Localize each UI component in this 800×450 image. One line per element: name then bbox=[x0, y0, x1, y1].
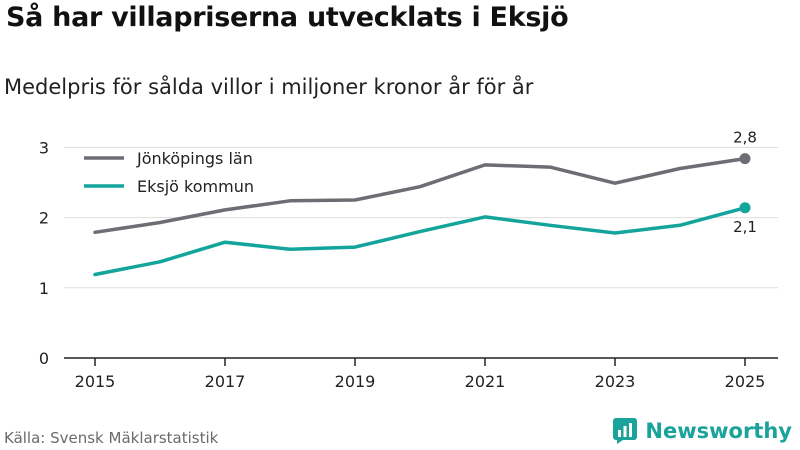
chart-title: Så har villapriserna utvecklats i Eksjö bbox=[6, 2, 569, 33]
legend: Jönköpings län Eksjö kommun bbox=[84, 149, 254, 196]
x-tick-label: 2021 bbox=[465, 372, 506, 391]
y-tick-label: 1 bbox=[39, 279, 49, 298]
series-end-marker-2 bbox=[739, 202, 751, 214]
x-tick-label: 2023 bbox=[595, 372, 636, 391]
chart-subtitle: Medelpris för sålda villor i miljoner kr… bbox=[4, 75, 534, 99]
series-line-2 bbox=[93, 206, 747, 277]
brand-logo: Newsworthy bbox=[613, 418, 792, 444]
source-note: Källa: Svensk Mäklarstatistik bbox=[4, 429, 219, 447]
brand-name: Newsworthy bbox=[645, 419, 792, 443]
newsworthy-bar-chart-icon bbox=[613, 418, 638, 444]
series-line-1 bbox=[93, 156, 747, 235]
legend-label-1: Jönköpings län bbox=[136, 149, 253, 168]
x-tick-label: 2025 bbox=[725, 372, 766, 391]
series-end-label-1: 2,8 bbox=[733, 129, 757, 147]
x-tick-label: 2019 bbox=[335, 372, 376, 391]
series-layer: 2,8 2,1 bbox=[93, 129, 757, 277]
x-tick-label: 2017 bbox=[205, 372, 246, 391]
legend-label-2: Eksjö kommun bbox=[137, 177, 254, 196]
series-end-marker-1 bbox=[739, 153, 751, 165]
y-tick-label: 2 bbox=[39, 209, 49, 228]
x-tick-label: 2015 bbox=[75, 372, 116, 391]
y-tick-label: 0 bbox=[39, 349, 49, 368]
axis-layer: 0 1 2 3 2015 2017 2019 2021 2023 2025 bbox=[39, 138, 778, 391]
series-end-label-2: 2,1 bbox=[733, 218, 757, 236]
grid-layer bbox=[64, 146, 778, 289]
y-tick-label: 3 bbox=[39, 138, 49, 157]
